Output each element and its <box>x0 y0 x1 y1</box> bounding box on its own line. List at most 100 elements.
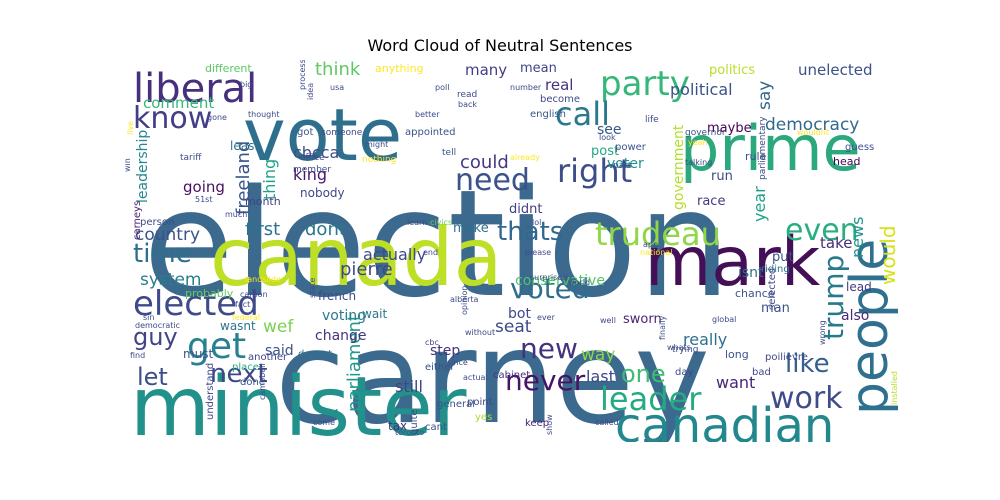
word-said: said <box>265 343 294 359</box>
word-say: say <box>755 81 775 110</box>
word-back: back <box>458 100 477 109</box>
word-politics: politics <box>709 63 755 78</box>
word-country: country <box>135 225 200 245</box>
word-canada: canada <box>210 211 503 304</box>
word-tell: tell <box>442 148 456 158</box>
word-look: look <box>599 133 616 142</box>
word-tax: tax <box>388 419 407 433</box>
word-work: work <box>770 381 843 416</box>
word-system: system <box>140 270 201 290</box>
word-democracy: democracy <box>765 115 859 135</box>
word-world: world <box>568 278 590 287</box>
word-national: national <box>640 248 672 257</box>
word-doesnt: doesnt <box>298 349 332 360</box>
word-probably: probably <box>185 287 234 300</box>
word-minister: minister <box>130 360 467 442</box>
word-never: never <box>505 364 586 397</box>
word-rule: rule <box>745 150 767 163</box>
word-nothing: nothing <box>362 155 396 165</box>
word-yeah: yeah <box>688 138 708 147</box>
word-riding: riding <box>761 264 790 275</box>
word-poll: poll <box>435 83 449 92</box>
word-civics: civics <box>430 218 452 227</box>
word-parliament: parliament <box>344 314 365 412</box>
word-leadership: leadership <box>135 130 151 203</box>
word-lead: lead <box>846 280 872 294</box>
word-usa: usa <box>330 83 344 92</box>
chart-title: Word Cloud of Neutral Sentences <box>367 36 633 55</box>
word-real: real <box>545 76 573 94</box>
word-point: point <box>467 397 493 408</box>
word-keep: keep <box>525 418 549 429</box>
word-wouldnt: wouldnt <box>797 128 829 137</box>
word-first: first <box>245 219 280 240</box>
word-time: time <box>133 239 192 269</box>
word-wasnt: wasnt <box>220 319 256 333</box>
word-anything: anything <box>375 62 424 75</box>
word-well: well <box>600 316 616 325</box>
word-place: place <box>232 362 259 373</box>
word-carneys: carneys <box>132 201 143 240</box>
word-campbell: campbell <box>258 363 267 400</box>
word-cant: cant <box>425 422 447 433</box>
word-least: least <box>230 139 259 153</box>
word-see: see <box>597 122 622 138</box>
word-really: really <box>683 330 727 349</box>
word-tariff: tariff <box>180 153 202 163</box>
word-unelected: unelected <box>798 61 873 79</box>
word-conservative: conservative <box>515 273 605 289</box>
word-pierre: pierre <box>340 259 393 280</box>
word-french: french <box>318 289 356 303</box>
word-global: global <box>712 315 736 324</box>
word-sin: sin <box>143 313 154 322</box>
word-like: like <box>785 349 830 379</box>
word-process: process <box>298 60 307 90</box>
word-one: one <box>621 360 666 388</box>
word-step: step <box>430 343 460 359</box>
word-right: right <box>557 152 632 190</box>
word-isnt: isnt <box>738 265 764 281</box>
word-maybe: maybe <box>707 121 752 136</box>
word-already: already <box>510 153 540 162</box>
word-still: still <box>395 377 423 396</box>
word-big: big <box>240 80 252 89</box>
word-actual: actual <box>463 373 488 382</box>
word-parliamentary: parliamentary <box>758 116 768 180</box>
word-nobody: nobody <box>300 186 345 200</box>
word-without: without <box>465 328 495 337</box>
word-day: day <box>675 367 693 378</box>
word-voter: voter <box>607 156 644 172</box>
word-ever: ever <box>537 313 556 322</box>
word-toronto: toronto <box>395 428 424 437</box>
word-quite: quite <box>409 409 420 435</box>
word-many: many <box>465 61 507 79</box>
word-finally: finally <box>658 316 667 340</box>
word-think: think <box>315 60 361 80</box>
word-call: call <box>555 95 610 133</box>
word-make: make <box>453 221 489 236</box>
word-got: got <box>297 127 313 138</box>
word-read: read <box>457 90 477 100</box>
word-trump: trump <box>817 255 850 340</box>
word-alberta: alberta <box>450 295 479 304</box>
word-person: person <box>140 217 174 228</box>
word-landslide: landslide <box>245 275 281 284</box>
word-live: live <box>126 121 135 135</box>
word-since: since <box>447 358 468 367</box>
word-someone: someone <box>321 128 363 138</box>
word-come: come <box>313 418 335 427</box>
word-member: member <box>293 165 331 175</box>
word-cbcca: cbcca <box>293 143 339 162</box>
word-much: much <box>225 210 247 219</box>
word-talking: talking <box>685 158 712 167</box>
word-poilievre: poilievre <box>765 352 808 363</box>
word-number: number <box>510 83 542 92</box>
word-opinion: opinion <box>460 286 469 315</box>
word-head: head <box>833 155 860 168</box>
word-race: race <box>697 194 725 209</box>
word-party: party <box>600 64 690 104</box>
word-want: want <box>716 373 755 392</box>
word-new: new <box>520 332 578 365</box>
word-win: win <box>125 158 132 172</box>
